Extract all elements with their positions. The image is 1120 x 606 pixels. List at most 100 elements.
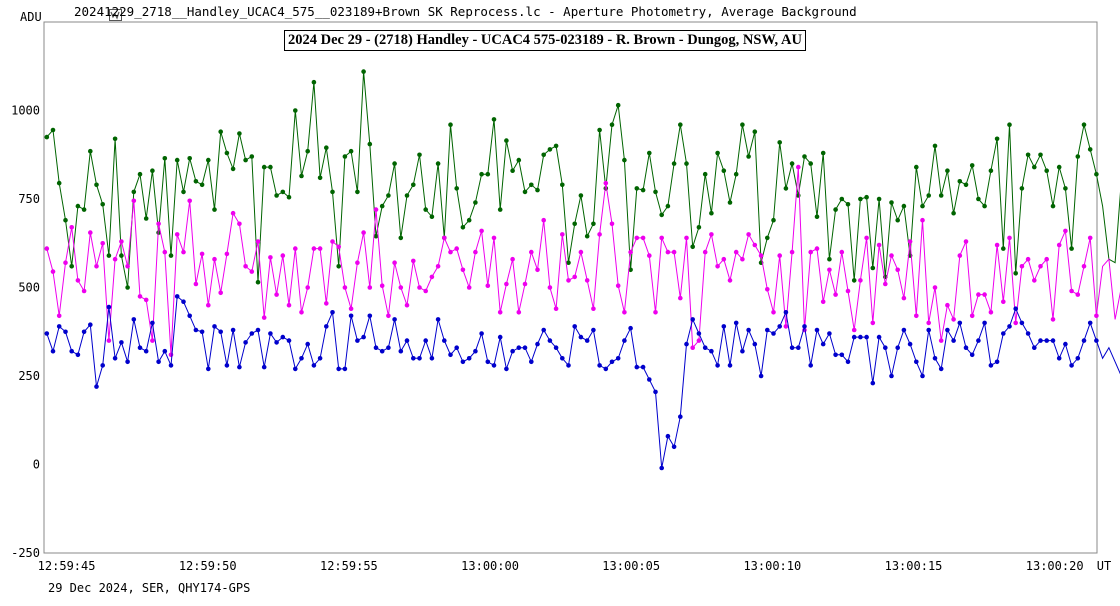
- data-point: [529, 249, 534, 255]
- y-tick-label: -250: [11, 546, 40, 560]
- data-point: [926, 320, 931, 326]
- data-point: [808, 161, 813, 166]
- data-point: [957, 320, 963, 326]
- data-point: [920, 203, 925, 209]
- data-point: [94, 264, 99, 269]
- data-point: [702, 171, 708, 177]
- data-point: [367, 313, 373, 319]
- data-point: [783, 324, 789, 329]
- data-point: [497, 207, 503, 212]
- data-point: [814, 246, 820, 251]
- data-point: [442, 235, 447, 241]
- data-point: [820, 341, 826, 347]
- data-point: [547, 338, 553, 343]
- data-point: [752, 341, 758, 347]
- data-point: [1038, 264, 1043, 269]
- y-tick-label: 500: [18, 281, 40, 295]
- x-tick-label: 12:59:55: [320, 559, 378, 573]
- data-point: [696, 225, 702, 230]
- data-point: [864, 334, 869, 340]
- data-point: [119, 239, 124, 244]
- data-point: [858, 278, 863, 283]
- data-point: [386, 193, 391, 198]
- data-point: [951, 317, 956, 322]
- data-point: [299, 356, 304, 361]
- data-point: [336, 366, 342, 372]
- data-point: [876, 334, 882, 340]
- data-point: [529, 359, 534, 365]
- data-point: [94, 182, 99, 188]
- data-point: [851, 327, 857, 333]
- data-point: [212, 324, 217, 329]
- data-point: [994, 359, 1000, 365]
- data-point: [541, 217, 546, 223]
- data-point: [466, 285, 472, 290]
- data-point: [752, 242, 758, 248]
- data-point: [547, 147, 553, 152]
- data-point: [404, 193, 410, 198]
- data-point: [392, 161, 397, 166]
- data-point: [932, 356, 938, 361]
- data-point: [187, 198, 192, 204]
- data-point: [479, 331, 484, 336]
- x-tick-label: 13:00:10: [743, 559, 801, 573]
- data-point: [361, 230, 366, 235]
- data-point: [504, 366, 509, 372]
- data-point: [982, 292, 987, 297]
- data-point: [901, 203, 907, 209]
- data-point: [696, 338, 702, 343]
- data-point: [684, 341, 689, 347]
- data-point: [560, 182, 565, 188]
- x-tick-label: 12:59:50: [179, 559, 237, 573]
- data-point: [479, 171, 484, 177]
- data-point: [274, 340, 279, 345]
- data-point: [442, 338, 447, 343]
- data-point: [566, 260, 571, 266]
- data-point: [317, 175, 323, 181]
- data-point: [591, 306, 596, 312]
- data-point: [1063, 341, 1068, 347]
- data-point: [435, 264, 441, 269]
- data-point: [411, 356, 416, 361]
- data-point: [75, 352, 81, 358]
- data-point: [355, 338, 360, 343]
- data-point: [255, 239, 261, 244]
- data-point: [423, 207, 429, 212]
- data-point: [162, 156, 168, 161]
- data-point: [1069, 363, 1074, 368]
- data-point: [423, 338, 429, 343]
- data-point: [473, 249, 478, 255]
- x-axis-label: UT: [1097, 559, 1111, 573]
- data-point: [268, 331, 273, 336]
- data-point: [907, 239, 913, 244]
- data-point: [305, 341, 311, 347]
- data-point: [261, 364, 267, 370]
- data-point: [982, 203, 987, 209]
- data-point: [883, 345, 888, 351]
- data-point: [174, 232, 180, 237]
- data-point: [125, 285, 130, 290]
- data-point: [516, 310, 522, 315]
- data-point: [516, 157, 522, 163]
- data-point: [293, 108, 298, 113]
- data-point: [81, 207, 87, 212]
- data-point: [1032, 345, 1037, 351]
- data-point: [647, 150, 652, 156]
- data-point: [553, 306, 559, 312]
- data-point: [727, 200, 733, 205]
- window-title-text: 20241229_2718__Handley_UCAC4_575__023189…: [74, 4, 857, 19]
- data-point: [1081, 122, 1087, 127]
- data-point: [206, 366, 211, 372]
- data-point: [678, 122, 683, 127]
- data-point: [69, 264, 74, 269]
- data-point: [125, 359, 130, 365]
- data-point: [876, 196, 882, 202]
- data-point: [435, 317, 441, 322]
- data-point: [740, 256, 745, 262]
- data-point: [802, 324, 807, 329]
- data-point: [373, 233, 379, 239]
- data-point: [417, 356, 422, 361]
- data-point: [560, 356, 565, 361]
- data-point: [187, 156, 192, 161]
- data-point: [261, 315, 267, 320]
